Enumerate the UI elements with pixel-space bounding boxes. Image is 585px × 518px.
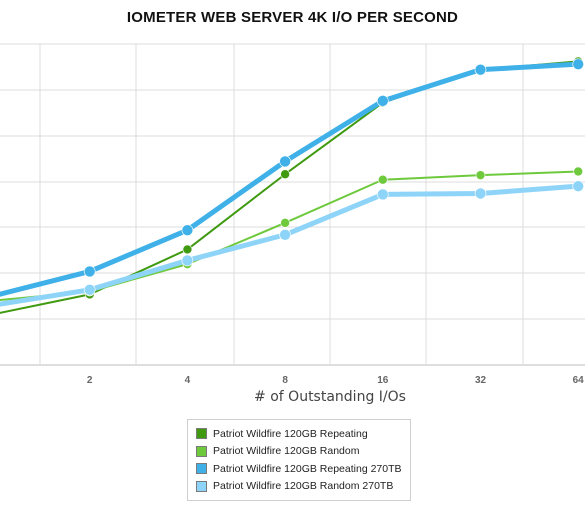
- legend-swatch: [196, 445, 207, 457]
- legend: Patriot Wildfire 120GB Repeating Patriot …: [187, 419, 411, 501]
- data-point: [182, 244, 193, 255]
- legend-swatch: [196, 428, 207, 440]
- series-line: [0, 60, 580, 314]
- data-point: [572, 58, 585, 70]
- data-point: [475, 170, 486, 180]
- legend-label: Patriot Wildfire 120GB Random: [213, 445, 360, 458]
- x-tick-label: 64: [573, 375, 585, 386]
- data-point: [573, 166, 584, 177]
- legend-item: Patriot Wildfire 120GB Random: [188, 443, 410, 461]
- x-tick-label: 16: [377, 375, 389, 386]
- data-point: [83, 283, 96, 296]
- data-point: [83, 265, 96, 278]
- data-point: [279, 155, 291, 168]
- x-tick-label: 2: [87, 375, 93, 386]
- chart-title: IOMETER WEB SERVER 4K I/O PER SECOND: [126, 9, 459, 26]
- x-axis-label: # of Outstanding I/Os: [254, 389, 406, 405]
- legend-label: Patriot Wildfire 120GB Random 270TB: [213, 480, 394, 493]
- line-chart: 2 4 8 16 32 64: [0, 43, 585, 386]
- data-point: [280, 169, 290, 180]
- data-point: [474, 187, 487, 200]
- data-point: [474, 63, 487, 76]
- legend-swatch: [196, 463, 207, 475]
- data-point: [181, 224, 194, 236]
- data-point: [376, 95, 389, 107]
- data-point: [572, 180, 585, 192]
- legend-item: Patriot Wildfire 120GB Repeating 270TB: [188, 460, 410, 478]
- legend-item: Patriot Wildfire 120GB Repeating: [188, 425, 410, 443]
- data-point: [279, 228, 291, 241]
- x-tick-label: 4: [185, 375, 191, 386]
- data-point: [376, 188, 389, 201]
- legend-item: Patriot Wildfire 120GB Random 270TB: [188, 478, 410, 496]
- data-point: [377, 174, 388, 185]
- legend-label: Patriot Wildfire 120GB Repeating: [213, 427, 368, 440]
- legend-label: Patriot Wildfire 120GB Repeating 270TB: [213, 462, 402, 475]
- series-line: [0, 61, 581, 297]
- data-point: [181, 254, 194, 267]
- x-tick-label: 8: [282, 375, 288, 386]
- legend-swatch: [196, 480, 207, 492]
- x-tick-label: 32: [475, 375, 487, 386]
- data-point: [280, 218, 290, 228]
